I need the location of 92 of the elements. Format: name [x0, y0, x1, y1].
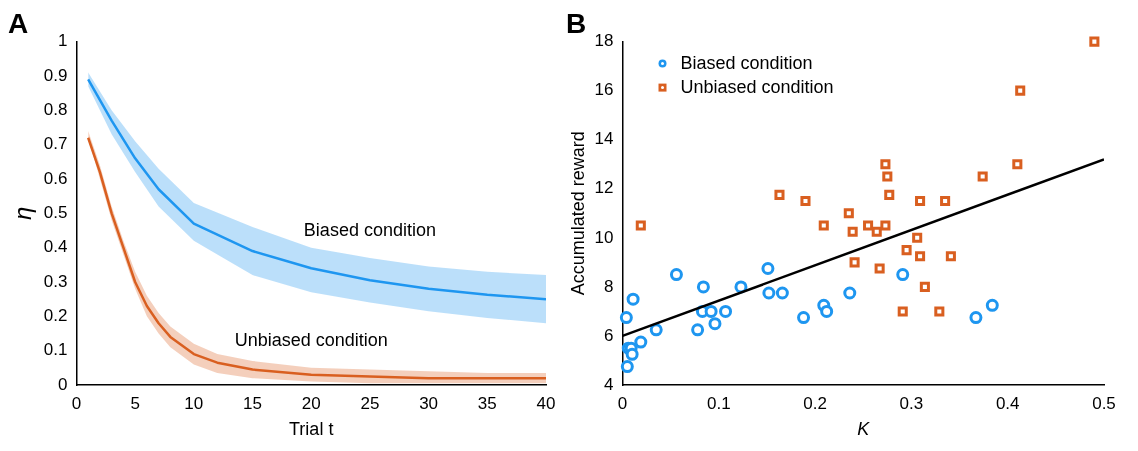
y-tick-label: 0.1	[43, 340, 68, 360]
point	[634, 335, 648, 349]
y-tick-label: 4	[604, 374, 614, 394]
point	[691, 323, 705, 337]
point	[635, 220, 646, 231]
point	[896, 268, 910, 282]
point	[919, 281, 930, 292]
point	[977, 171, 988, 182]
point	[912, 232, 923, 243]
x-tick-label: 35	[477, 393, 497, 413]
point	[940, 196, 951, 207]
x-tick-label: 0.3	[899, 393, 924, 413]
series-label: Biased condition	[303, 219, 436, 240]
point	[619, 311, 633, 325]
point	[669, 268, 683, 282]
point	[800, 196, 811, 207]
point	[625, 347, 639, 361]
x-tick-label: 5	[130, 393, 140, 413]
point	[863, 220, 874, 231]
x-axis-title: K	[857, 419, 871, 440]
point	[620, 360, 634, 374]
point	[849, 257, 860, 268]
point	[897, 306, 908, 317]
y-tick-label: 0.5	[43, 202, 68, 222]
y-tick-label: 8	[604, 276, 614, 296]
y-tick-label: 0.7	[43, 134, 68, 154]
series-label: Unbiased condition	[234, 329, 388, 350]
point	[901, 245, 912, 256]
y-tick-label: 16	[594, 80, 614, 100]
point	[775, 286, 789, 300]
point	[719, 304, 733, 318]
point	[880, 220, 891, 231]
y-tick-label: 1	[57, 31, 68, 51]
y-tick-label: 0.6	[43, 168, 68, 188]
point	[847, 226, 858, 237]
y-axis-title: η	[9, 206, 37, 220]
point	[818, 220, 829, 231]
y-tick-label: 0.2	[43, 306, 68, 326]
x-tick-label: 20	[301, 393, 321, 413]
point	[880, 159, 891, 170]
chart-title: B	[566, 7, 587, 39]
point	[649, 323, 663, 337]
y-tick-label: 0.9	[43, 65, 68, 85]
point	[774, 189, 785, 200]
point	[820, 304, 834, 318]
point	[843, 286, 857, 300]
x-tick-label: 40	[536, 393, 556, 413]
point	[761, 261, 775, 275]
point	[626, 292, 640, 306]
point	[915, 251, 926, 262]
legend-label: Biased condition	[680, 52, 813, 73]
x-tick-label: 10	[184, 393, 204, 413]
y-tick-label: 0.3	[43, 271, 68, 291]
point	[1089, 36, 1100, 47]
point	[843, 208, 854, 219]
point	[882, 171, 893, 182]
point	[969, 311, 983, 325]
point	[1015, 85, 1026, 96]
point	[1012, 159, 1023, 170]
x-tick-label: 0.5	[1092, 393, 1116, 413]
x-tick-label: 0.1	[706, 393, 731, 413]
x-axis-title: Trial t	[289, 419, 334, 440]
y-axis-title: Accumulated reward	[567, 131, 588, 296]
point	[915, 196, 926, 207]
y-tick-label: 10	[594, 227, 614, 247]
y-tick-label: 6	[604, 325, 614, 345]
x-tick-label: 25	[360, 393, 380, 413]
y-tick-label: 14	[594, 129, 614, 149]
point	[704, 304, 718, 318]
x-tick-label: 0.2	[803, 393, 827, 413]
y-tick-label: 12	[594, 178, 614, 198]
x-tick-label: 15	[243, 393, 262, 413]
y-tick-label: 0.8	[43, 99, 68, 119]
point	[708, 317, 722, 331]
x-tick-label: 0	[71, 393, 82, 413]
x-tick-label: 30	[419, 393, 439, 413]
x-tick-label: 0.4	[995, 393, 1020, 413]
point	[945, 251, 956, 262]
legend-label: Unbiased condition	[680, 76, 834, 97]
point	[874, 263, 885, 274]
point	[762, 286, 776, 300]
y-tick-label: 0	[57, 374, 68, 394]
point	[934, 306, 945, 317]
point	[696, 280, 710, 294]
point	[797, 311, 811, 325]
x-tick-label: 0	[617, 393, 628, 413]
chart-title: A	[8, 7, 29, 39]
y-tick-label: 18	[594, 31, 614, 51]
point	[871, 226, 882, 237]
point	[985, 298, 999, 312]
y-tick-label: 0.4	[43, 237, 68, 257]
point	[884, 189, 895, 200]
